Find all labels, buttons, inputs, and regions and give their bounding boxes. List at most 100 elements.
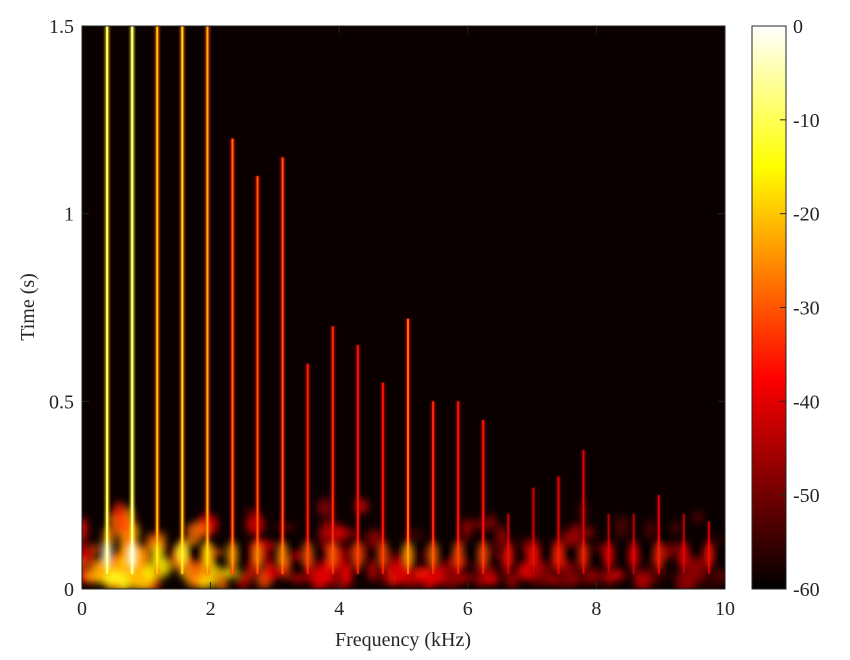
onset-blob [644,519,657,540]
harmonic-line [428,401,439,574]
harmonic-line-core [131,26,134,574]
harmonic-line [277,157,288,574]
onset-blob [389,560,407,576]
harmonic-onset [478,541,489,570]
colorbar-tick-label: 0 [793,16,803,38]
x-axis: 0 2 4 6 8 10 [77,26,735,620]
harmonic-line [127,26,138,574]
harmonic-onset [653,541,664,570]
harmonic-line [503,513,514,574]
harmonic-line-core [206,26,209,574]
plot-frame [81,25,726,590]
onset-blob [82,517,88,541]
onset-blob [126,570,147,589]
harmonic-line-core [356,345,359,574]
harmonic-onset [277,541,288,570]
onset-blob [709,534,725,546]
colorbar-tick-label: -30 [793,298,820,320]
onset-blob [696,569,704,579]
harmonic-onset [352,541,363,570]
harmonic-line [327,326,338,574]
onset-blob [332,564,343,586]
harmonic-line [352,345,363,574]
onset-blob [314,568,335,586]
harmonic-onset [578,541,589,570]
onset-blob [565,570,580,585]
onset-blob [317,498,332,517]
onset-blob [485,514,497,531]
colorbar-tick-label: -20 [793,204,820,226]
harmonic-onset [428,541,439,570]
harmonic-line-core [231,138,234,574]
harmonic-onset [453,541,464,570]
harmonic-line [478,420,489,574]
harmonic-line [553,476,564,574]
y-tick-label: 0 [64,579,74,601]
plot-background [82,26,725,589]
harmonic-line [603,513,614,574]
onset-blob [345,562,356,571]
harmonic-line [653,495,664,574]
colorbar-tick-label: -10 [793,110,820,132]
onset-blob [675,569,695,589]
y-tick-label: 0.5 [49,391,74,413]
harmonic-line-core [306,363,309,574]
onset-blob [113,501,126,523]
harmonic-line-core [256,176,259,574]
harmonic-onset [127,541,138,570]
harmonic-onset [377,541,388,570]
harmonic-line-core [281,157,284,574]
harmonic-line [202,26,213,574]
harmonic-onset [628,541,639,570]
harmonic-onset [327,541,338,570]
harmonic-onset [227,541,238,570]
harmonic-line-core [156,26,159,574]
harmonic-line [302,363,313,574]
onset-blob [482,575,500,585]
harmonic-onset [553,541,564,570]
onset-blob [505,572,519,589]
y-axis-label: Time (s) [17,273,39,341]
harmonic-line-core [657,495,660,574]
onset-blob [692,510,704,524]
harmonic-line-core [582,450,585,574]
harmonic-line-core [381,382,384,574]
harmonic-line [403,318,413,574]
harmonic-line-core [432,401,435,574]
harmonic-line [102,26,113,574]
harmonic-onset [252,541,263,570]
harmonic-line-core [407,318,409,574]
harmonic-line [252,176,263,574]
x-tick-label: 2 [206,598,216,620]
onset-blob [322,520,329,537]
x-tick-label: 6 [463,598,473,620]
harmonic-line [453,401,464,574]
harmonic-onset [703,541,714,570]
harmonic-onset [177,541,188,570]
onset-blob [713,570,725,578]
onset-blob [514,537,527,545]
onset-blob [441,571,462,589]
y-tick-label: 1.5 [49,16,74,38]
onset-blob [672,520,681,534]
harmonic-line-core [532,487,535,574]
onset-blob [408,570,416,589]
harmonic-line [152,26,163,574]
y-tick-label: 1 [64,204,74,226]
harmonic-onset [202,541,213,570]
onset-blob [542,578,564,585]
onset-blob [92,543,100,555]
x-tick-label: 4 [334,598,344,620]
harmonic-line [377,382,388,574]
onset-blob [339,529,359,539]
colorbar-tick-label: -50 [793,485,820,507]
onset-band [82,498,725,589]
harmonic-onset [302,541,313,570]
harmonic-line-core [457,401,460,574]
onset-blob [186,522,208,539]
x-axis-label: Frequency (kHz) [335,629,471,651]
harmonic-line [678,513,689,574]
onset-blob [290,574,306,583]
harmonic-line [628,513,639,574]
x-tick-label: 10 [715,598,735,620]
